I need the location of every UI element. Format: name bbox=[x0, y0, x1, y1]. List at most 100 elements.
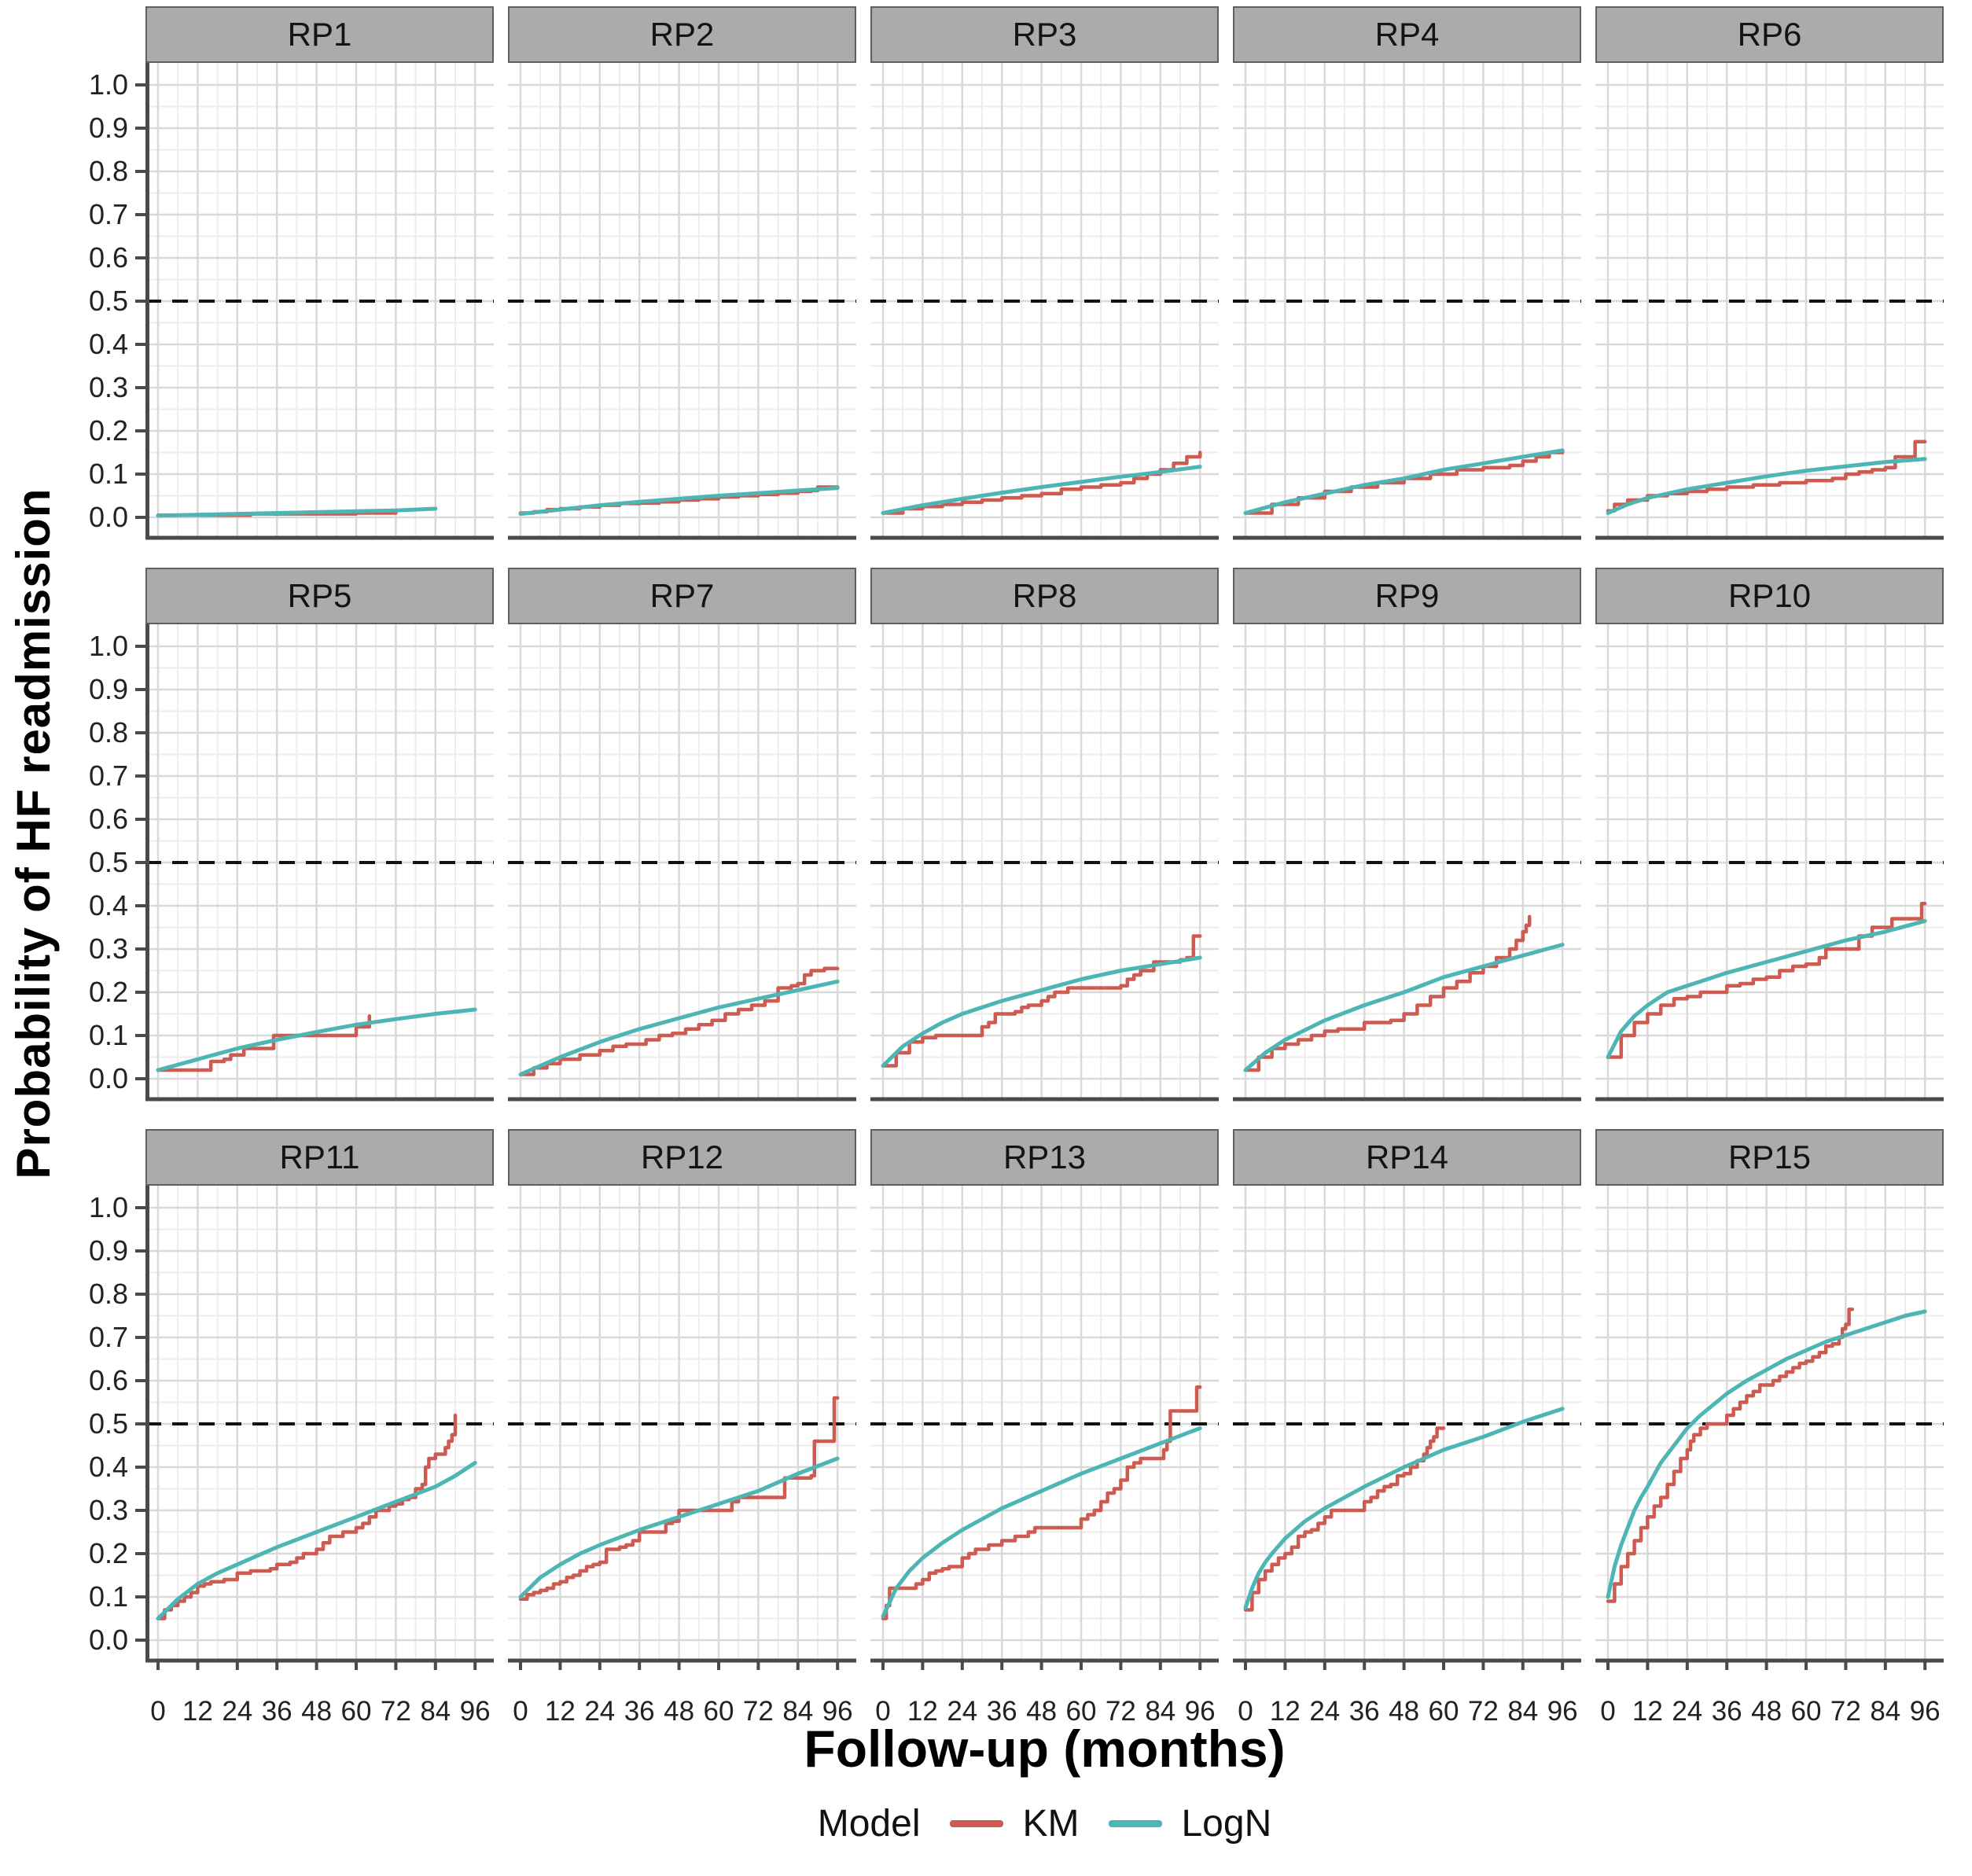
y-axis-tick bbox=[135, 1034, 145, 1037]
y-tick-label: 0.2 bbox=[88, 1537, 128, 1569]
plot-area-rp12 bbox=[508, 1186, 856, 1672]
x-tick-labels: 0 12 24 36 48 60 72 84 96 bbox=[1600, 1696, 1940, 1727]
x-tick-label: 12 bbox=[545, 1696, 576, 1727]
x-tick-label: 60 bbox=[1791, 1696, 1822, 1727]
x-tick-label: 24 bbox=[1672, 1696, 1702, 1727]
y-tick-label: 0.0 bbox=[88, 1062, 128, 1094]
facet-panel-rp6: RP6 bbox=[1595, 6, 1944, 549]
facet-panel-rp15: RP15 bbox=[1595, 1129, 1944, 1672]
x-tick-label: 72 bbox=[1468, 1696, 1499, 1727]
y-tick-label: 0.1 bbox=[88, 1580, 128, 1613]
facet-strip-label: RP8 bbox=[870, 568, 1219, 624]
x-tick-label: 0 bbox=[1600, 1696, 1615, 1727]
y-axis-tick bbox=[135, 1206, 145, 1209]
logn-line bbox=[1243, 448, 1565, 515]
y-axis-tick bbox=[135, 300, 145, 303]
x-tick-label: 24 bbox=[1309, 1696, 1340, 1727]
facet-strip-label: RP14 bbox=[1233, 1129, 1581, 1186]
logn-line bbox=[881, 465, 1202, 515]
legend: Model KM LogN bbox=[145, 1802, 1944, 1845]
facet-row: 1.0 0.9 0.8 0.7 0.6 0.5 0.4 0.3 0.2 0.1 0.0 RP5 RP7 R… bbox=[71, 568, 1944, 1110]
x-tick-label: 12 bbox=[1270, 1696, 1301, 1727]
facet-panel-rp3: RP3 bbox=[870, 6, 1219, 549]
y-tick-label: 0.8 bbox=[88, 1278, 128, 1310]
km-line bbox=[156, 1413, 458, 1620]
y-axis-tick bbox=[135, 429, 145, 432]
x-tick-label: 48 bbox=[1751, 1696, 1782, 1727]
facet-strip-label: RP15 bbox=[1595, 1129, 1944, 1186]
y-axis-tick bbox=[135, 1293, 145, 1296]
legend-label-km: KM bbox=[1022, 1803, 1080, 1845]
y-tick-label: 0.7 bbox=[88, 198, 128, 230]
y-axis-tick bbox=[135, 1249, 145, 1253]
km-line bbox=[1243, 1426, 1446, 1612]
logn-line bbox=[1243, 943, 1565, 1072]
x-tick-label: 60 bbox=[1429, 1696, 1459, 1727]
x-tick-label: 12 bbox=[1632, 1696, 1663, 1727]
y-axis-gutter: 1.0 0.9 0.8 0.7 0.6 0.5 0.4 0.3 0.2 0.1 0.0 bbox=[71, 568, 145, 1110]
facet-panel-rp10: RP10 bbox=[1595, 568, 1944, 1110]
plot-area-rp13 bbox=[870, 1186, 1219, 1672]
x-tick-label: 96 bbox=[1547, 1696, 1578, 1727]
y-axis-tick bbox=[135, 1422, 145, 1425]
facet-strip-label: RP3 bbox=[870, 6, 1219, 63]
plot-area-rp11 bbox=[145, 1186, 494, 1672]
y-tick-label: 0.5 bbox=[88, 846, 128, 878]
facet-strip-label: RP6 bbox=[1595, 6, 1944, 63]
y-tick-label: 0.9 bbox=[88, 673, 128, 705]
x-tick-labels: 0 12 24 36 48 60 72 84 96 bbox=[1238, 1696, 1578, 1727]
x-tick-label: 48 bbox=[1026, 1696, 1057, 1727]
x-tick-label: 48 bbox=[1389, 1696, 1419, 1727]
y-tick-label: 0.0 bbox=[88, 1624, 128, 1656]
facet-strip-label: RP10 bbox=[1595, 568, 1944, 624]
y-tick-label: 0.9 bbox=[88, 112, 128, 144]
facet-panel-rp13: RP13 bbox=[870, 1129, 1219, 1672]
legend-item-logn: LogN bbox=[1109, 1802, 1271, 1845]
y-tick-label: 0.4 bbox=[88, 889, 128, 921]
legend-label-logn: LogN bbox=[1181, 1803, 1272, 1845]
y-tick-label: 1.0 bbox=[88, 1191, 128, 1223]
x-tick-labels: 0 12 24 36 48 60 72 84 96 bbox=[513, 1696, 852, 1727]
plot-area-rp14 bbox=[1233, 1186, 1581, 1672]
y-tick-label: 0.8 bbox=[88, 716, 128, 749]
logn-line bbox=[881, 1426, 1202, 1619]
y-tick-label: 0.3 bbox=[88, 932, 128, 965]
logn-line bbox=[518, 979, 840, 1076]
y-axis-tick bbox=[135, 1379, 145, 1382]
km-line bbox=[518, 1396, 840, 1602]
logn-line bbox=[1606, 457, 1927, 515]
logn-line bbox=[1243, 1407, 1565, 1610]
y-tick-label: 0.1 bbox=[88, 1019, 128, 1051]
x-axis-gutter-spacer bbox=[71, 1690, 145, 1727]
x-tick-label: 36 bbox=[624, 1696, 655, 1727]
x-tick-label: 60 bbox=[1066, 1696, 1097, 1727]
x-tick-label: 48 bbox=[664, 1696, 694, 1727]
facet-panel-rp2: RP2 bbox=[508, 6, 856, 549]
y-axis-tick bbox=[135, 516, 145, 519]
y-tick-label: 0.6 bbox=[88, 803, 128, 835]
y-axis-gutter: 1.0 0.9 0.8 0.7 0.6 0.5 0.4 0.3 0.2 0.1 0.0 bbox=[71, 1129, 145, 1672]
facet-row: 1.0 0.9 0.8 0.7 0.6 0.5 0.4 0.3 0.2 0.1 0.0 RP11 RP1… bbox=[71, 1129, 1944, 1672]
x-tick-label: 96 bbox=[460, 1696, 491, 1727]
x-tick-label: 84 bbox=[782, 1696, 813, 1727]
logn-line bbox=[1606, 918, 1927, 1059]
y-tick-label: 0.7 bbox=[88, 760, 128, 792]
y-tick-label: 0.8 bbox=[88, 155, 128, 187]
km-line bbox=[1606, 440, 1927, 513]
km-line bbox=[1606, 902, 1927, 1059]
logn-line-swatch-icon bbox=[1109, 1820, 1163, 1827]
y-axis-tick bbox=[135, 861, 145, 864]
x-tick-label: 24 bbox=[584, 1696, 615, 1727]
y-tick-label: 0.6 bbox=[88, 1364, 128, 1396]
km-line bbox=[518, 966, 840, 1076]
km-line bbox=[1606, 1308, 1855, 1603]
x-tick-label: 84 bbox=[1507, 1696, 1538, 1727]
facet-strip-label: RP2 bbox=[508, 6, 856, 63]
y-axis-tick bbox=[135, 83, 145, 86]
x-tick-label: 84 bbox=[1145, 1696, 1175, 1727]
x-tick-label: 72 bbox=[743, 1696, 774, 1727]
x-tick-label: 84 bbox=[420, 1696, 451, 1727]
plot-area-rp4 bbox=[1233, 63, 1581, 549]
km-line bbox=[881, 1385, 1202, 1620]
